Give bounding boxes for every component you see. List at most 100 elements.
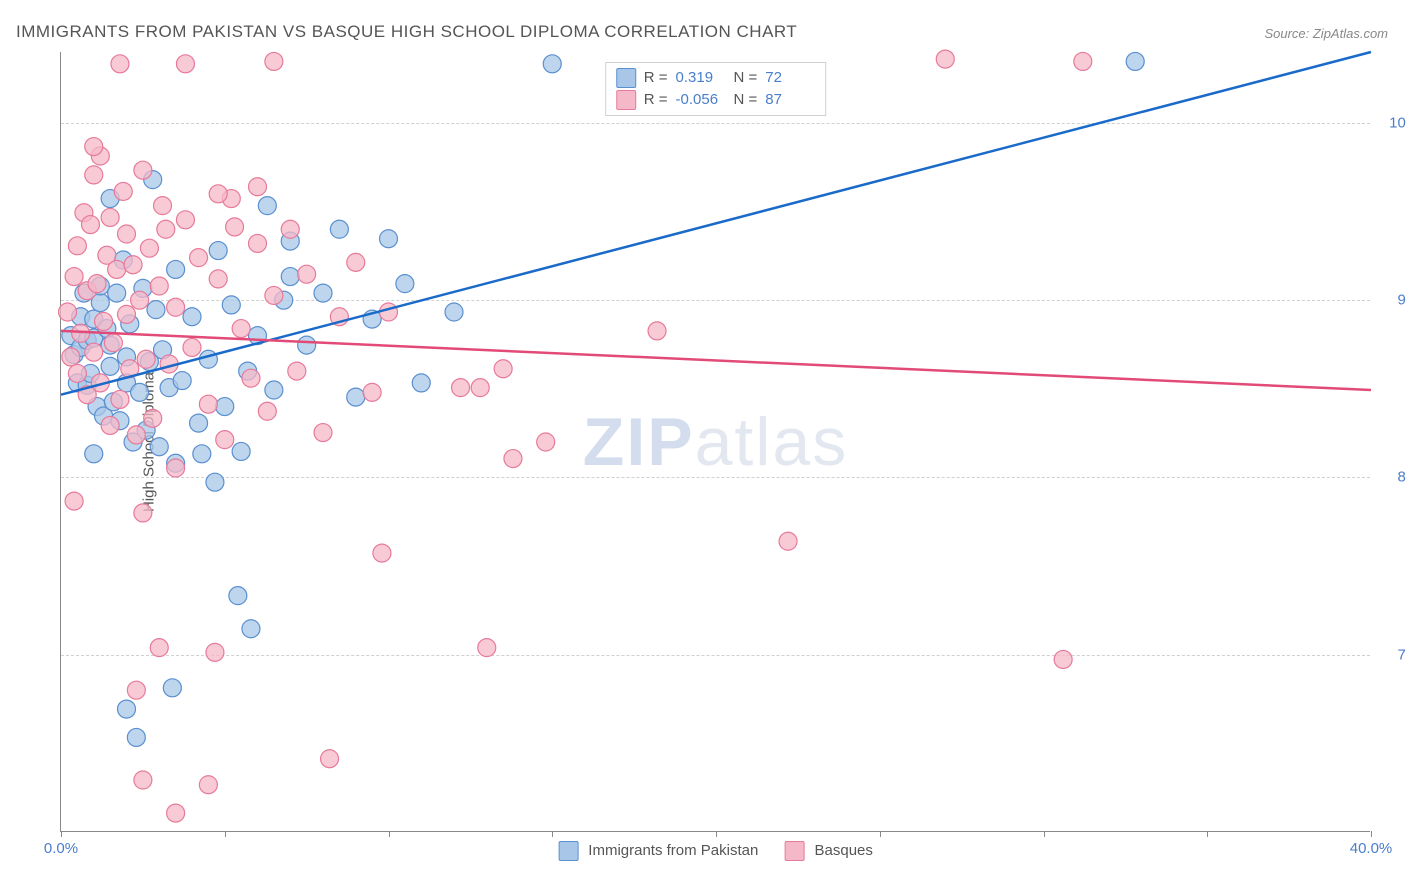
swatch-basques-icon bbox=[784, 841, 804, 861]
scatter-point-basques bbox=[779, 532, 797, 550]
scatter-point-pakistan bbox=[108, 284, 126, 302]
scatter-point-basques bbox=[88, 275, 106, 293]
scatter-point-basques bbox=[936, 50, 954, 68]
scatter-point-pakistan bbox=[85, 445, 103, 463]
scatter-point-basques bbox=[150, 277, 168, 295]
scatter-point-basques bbox=[131, 291, 149, 309]
n-prefix: N = bbox=[734, 89, 758, 111]
scatter-point-basques bbox=[127, 681, 145, 699]
scatter-point-pakistan bbox=[330, 220, 348, 238]
n-value-basques: 87 bbox=[765, 89, 815, 111]
x-tick-mark bbox=[225, 831, 226, 837]
scatter-point-basques bbox=[134, 161, 152, 179]
scatter-point-basques bbox=[232, 320, 250, 338]
scatter-point-basques bbox=[478, 639, 496, 657]
scatter-point-basques bbox=[199, 776, 217, 794]
scatter-point-basques bbox=[154, 197, 172, 215]
legend-item-basques: Basques bbox=[784, 841, 873, 861]
scatter-point-pakistan bbox=[193, 445, 211, 463]
scatter-point-pakistan bbox=[347, 388, 365, 406]
scatter-point-basques bbox=[104, 334, 122, 352]
scatter-point-basques bbox=[95, 312, 113, 330]
x-tick-mark bbox=[61, 831, 62, 837]
correlation-row-pakistan: R = 0.319 N = 72 bbox=[616, 67, 816, 89]
x-tick-mark bbox=[880, 831, 881, 837]
scatter-point-pakistan bbox=[1126, 52, 1144, 70]
scatter-point-basques bbox=[190, 249, 208, 267]
scatter-point-basques bbox=[373, 544, 391, 562]
scatter-point-basques bbox=[176, 211, 194, 229]
legend-item-pakistan: Immigrants from Pakistan bbox=[558, 841, 758, 861]
correlation-legend: R = 0.319 N = 72 R = -0.056 N = 87 bbox=[605, 62, 827, 116]
x-tick-mark bbox=[1044, 831, 1045, 837]
legend-label-basques: Basques bbox=[815, 842, 873, 859]
scatter-point-pakistan bbox=[229, 587, 247, 605]
scatter-point-pakistan bbox=[173, 372, 191, 390]
scatter-point-pakistan bbox=[118, 700, 136, 718]
scatter-point-basques bbox=[176, 55, 194, 73]
x-tick-mark bbox=[389, 831, 390, 837]
scatter-point-basques bbox=[150, 639, 168, 657]
scatter-point-basques bbox=[167, 298, 185, 316]
scatter-point-basques bbox=[137, 350, 155, 368]
scatter-point-pakistan bbox=[298, 336, 316, 354]
scatter-point-basques bbox=[249, 234, 267, 252]
scatter-point-pakistan bbox=[396, 275, 414, 293]
scatter-point-basques bbox=[298, 265, 316, 283]
scatter-point-basques bbox=[265, 52, 283, 70]
scatter-point-pakistan bbox=[190, 414, 208, 432]
scatter-point-basques bbox=[81, 216, 99, 234]
scatter-point-basques bbox=[363, 383, 381, 401]
scatter-point-pakistan bbox=[127, 728, 145, 746]
scatter-point-basques bbox=[452, 379, 470, 397]
scatter-point-basques bbox=[59, 303, 77, 321]
n-prefix: N = bbox=[734, 67, 758, 89]
scatter-point-basques bbox=[1074, 52, 1092, 70]
scatter-point-pakistan bbox=[216, 398, 234, 416]
chart-container: IMMIGRANTS FROM PAKISTAN VS BASQUE HIGH … bbox=[0, 0, 1406, 892]
scatter-point-pakistan bbox=[206, 473, 224, 491]
scatter-point-basques bbox=[226, 218, 244, 236]
scatter-point-basques bbox=[140, 239, 158, 257]
scatter-point-pakistan bbox=[222, 296, 240, 314]
scatter-point-basques bbox=[118, 305, 136, 323]
scatter-point-basques bbox=[101, 208, 119, 226]
x-tick-label: 40.0% bbox=[1350, 840, 1393, 857]
scatter-point-basques bbox=[65, 492, 83, 510]
scatter-point-basques bbox=[167, 804, 185, 822]
correlation-row-basques: R = -0.056 N = 87 bbox=[616, 89, 816, 111]
scatter-point-pakistan bbox=[167, 260, 185, 278]
n-value-pakistan: 72 bbox=[765, 67, 815, 89]
scatter-point-pakistan bbox=[131, 383, 149, 401]
scatter-point-pakistan bbox=[412, 374, 430, 392]
scatter-point-basques bbox=[108, 260, 126, 278]
scatter-point-basques bbox=[144, 409, 162, 427]
scatter-point-basques bbox=[209, 270, 227, 288]
scatter-point-pakistan bbox=[209, 242, 227, 260]
y-tick-label: 92.5% bbox=[1380, 292, 1406, 309]
scatter-point-basques bbox=[242, 369, 260, 387]
scatter-point-basques bbox=[85, 343, 103, 361]
x-tick-mark bbox=[552, 831, 553, 837]
scatter-point-basques bbox=[183, 338, 201, 356]
r-value-pakistan: 0.319 bbox=[676, 67, 726, 89]
y-tick-label: 100.0% bbox=[1380, 114, 1406, 131]
scatter-point-basques bbox=[258, 402, 276, 420]
legend-label-pakistan: Immigrants from Pakistan bbox=[588, 842, 758, 859]
scatter-point-basques bbox=[648, 322, 666, 340]
scatter-point-pakistan bbox=[380, 230, 398, 248]
scatter-point-pakistan bbox=[258, 197, 276, 215]
scatter-point-basques bbox=[471, 379, 489, 397]
scatter-point-pakistan bbox=[150, 438, 168, 456]
scatter-point-basques bbox=[85, 166, 103, 184]
r-prefix: R = bbox=[644, 89, 668, 111]
r-prefix: R = bbox=[644, 67, 668, 89]
scatter-point-pakistan bbox=[232, 442, 250, 460]
x-tick-mark bbox=[1207, 831, 1208, 837]
scatter-point-basques bbox=[537, 433, 555, 451]
x-tick-mark bbox=[716, 831, 717, 837]
scatter-point-basques bbox=[111, 390, 129, 408]
r-value-basques: -0.056 bbox=[676, 89, 726, 111]
scatter-point-pakistan bbox=[543, 55, 561, 73]
scatter-point-pakistan bbox=[314, 284, 332, 302]
